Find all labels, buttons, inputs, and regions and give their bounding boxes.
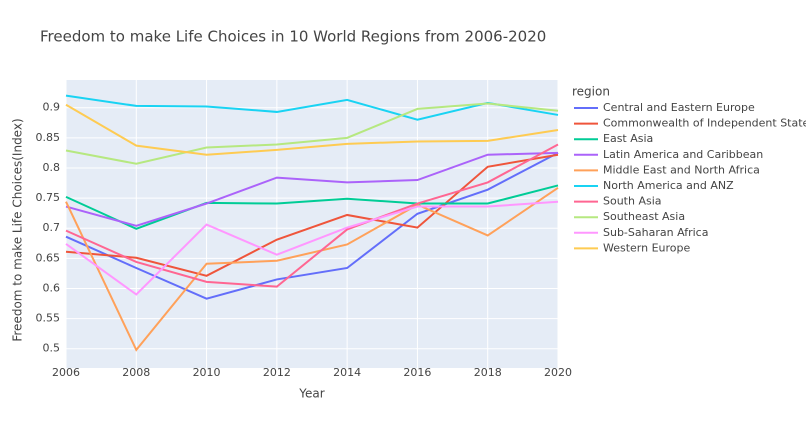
- x-tick-label: 2008: [122, 366, 150, 379]
- x-tick-label: 2018: [474, 366, 502, 379]
- x-tick-label: 2010: [193, 366, 221, 379]
- y-tick-label: 0.65: [36, 251, 61, 264]
- series-line: [65, 143, 559, 288]
- legend-label[interactable]: South Asia: [603, 195, 662, 208]
- y-tick-label: 0.55: [36, 312, 61, 325]
- x-tick-label: 2020: [544, 366, 572, 379]
- legend-label[interactable]: Western Europe: [603, 241, 691, 254]
- legend-label[interactable]: Southeast Asia: [603, 210, 685, 223]
- series-line: [65, 103, 559, 156]
- y-tick-label: 0.9: [43, 101, 61, 114]
- y-axis-title: Freedom to make Life Choices(Index): [11, 118, 25, 341]
- series-line: [65, 151, 559, 227]
- chart-title: Freedom to make Life Choices in 10 World…: [40, 28, 546, 46]
- series-line: [65, 153, 559, 277]
- y-tick-label: 0.85: [36, 131, 61, 144]
- series-line: [65, 152, 559, 300]
- y-tick-label: 0.5: [43, 342, 61, 355]
- series-line: [65, 94, 559, 121]
- legend-label[interactable]: Latin America and Caribbean: [603, 148, 763, 161]
- x-tick-label: 2016: [403, 366, 431, 379]
- series-line: [65, 187, 559, 352]
- legend-label[interactable]: North America and ANZ: [603, 179, 734, 192]
- legend-label[interactable]: East Asia: [603, 132, 653, 145]
- y-tick-label: 0.6: [43, 281, 61, 294]
- series-line: [65, 102, 559, 165]
- y-tick-label: 0.8: [43, 161, 61, 174]
- legend-label[interactable]: Sub-Saharan Africa: [603, 226, 708, 239]
- y-tick-label: 0.7: [43, 221, 61, 234]
- x-tick-label: 2012: [263, 366, 291, 379]
- legend-label[interactable]: Commonwealth of Independent States: [603, 117, 806, 130]
- y-tick-label: 0.75: [36, 191, 61, 204]
- x-tick-label: 2006: [52, 366, 80, 379]
- legend-title: region: [572, 85, 610, 99]
- series-line: [65, 200, 559, 296]
- x-axis-title: Year: [298, 387, 324, 401]
- legend-label[interactable]: Central and Eastern Europe: [603, 101, 755, 114]
- series-line: [65, 184, 559, 230]
- x-tick-label: 2014: [333, 366, 361, 379]
- legend-label[interactable]: Middle East and North Africa: [603, 163, 760, 176]
